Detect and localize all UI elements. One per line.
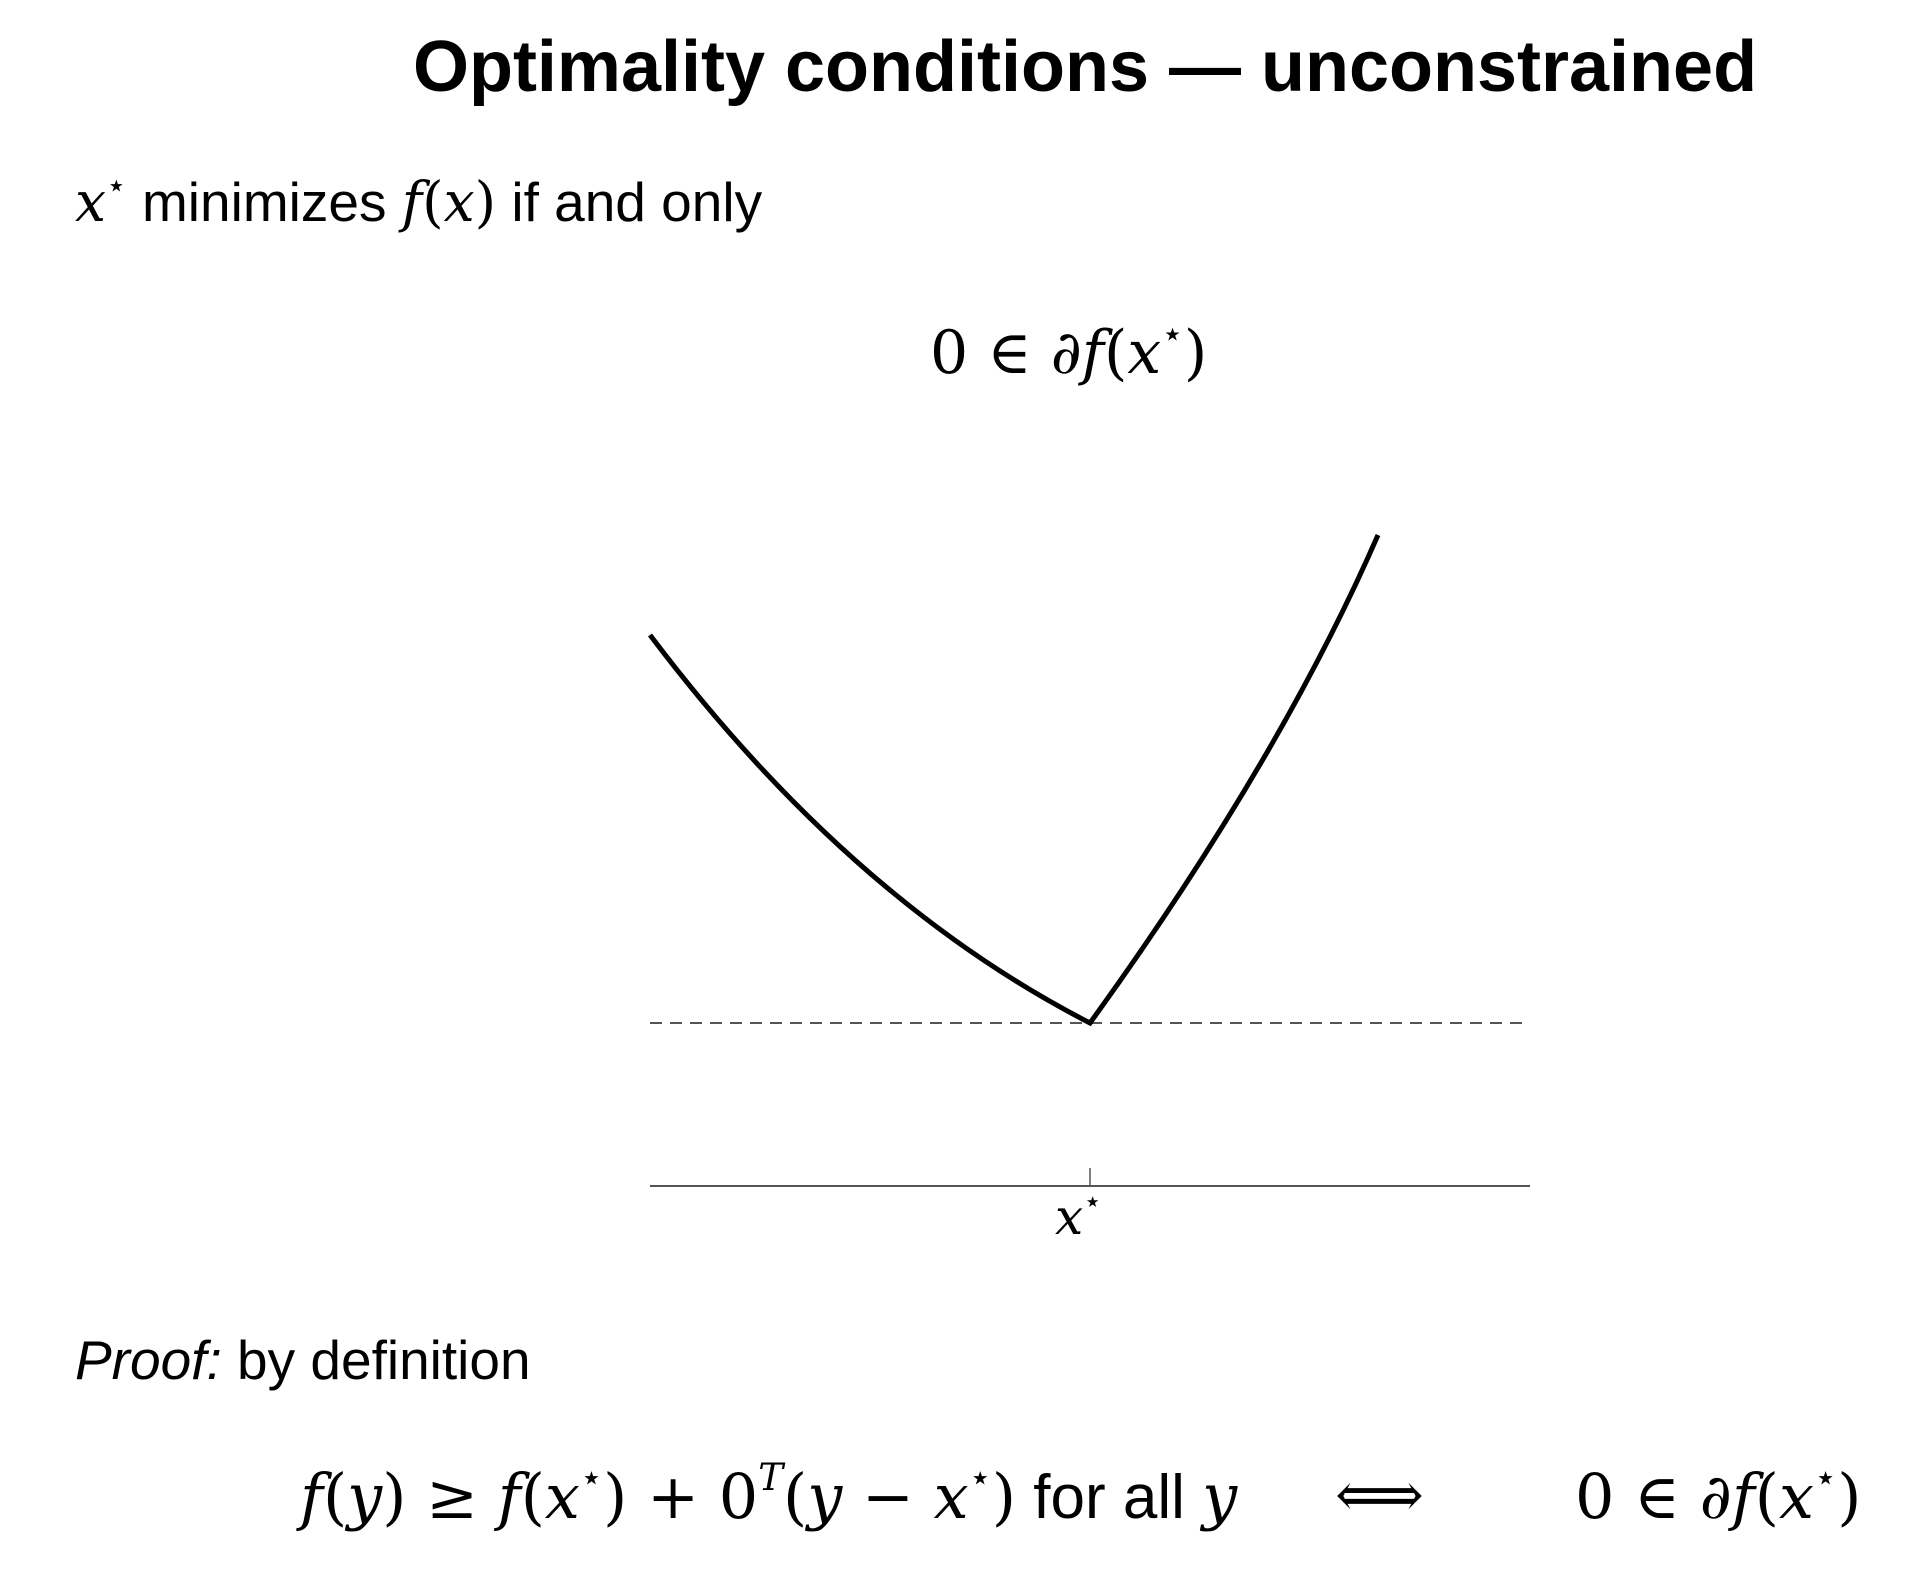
iff-arrow: ⟺	[1335, 1458, 1424, 1531]
eq-rhs-f: f	[497, 1460, 521, 1533]
x-label-var: x	[1055, 1188, 1084, 1246]
eq-close: )	[382, 1460, 407, 1533]
eq-transpose: T	[758, 1455, 784, 1500]
eq-y3: y	[1202, 1460, 1238, 1533]
eq-zero: 0	[718, 1460, 759, 1533]
eq-close2: )	[991, 1460, 1017, 1533]
eq-open2: (	[783, 1460, 808, 1533]
eq-rhs-open: (	[520, 1460, 545, 1533]
eq-f: f	[300, 1460, 323, 1533]
eq-minus: −	[842, 1460, 934, 1533]
cond-f: f	[1081, 318, 1104, 388]
rhs-close: )	[1837, 1460, 1862, 1533]
cond-x: x	[1127, 318, 1162, 388]
eq-star2: ⋆	[968, 1455, 992, 1500]
eq-for-all: for all	[1016, 1463, 1203, 1532]
rhs-in: ∈	[1614, 1460, 1700, 1533]
paren-open: (	[422, 170, 444, 234]
cond-open: (	[1104, 318, 1128, 388]
rhs-star: ⋆	[1813, 1455, 1838, 1500]
proof-text: by definition	[221, 1329, 531, 1391]
optimality-condition: 0 ∈ ∂f(x⋆)	[930, 317, 1208, 389]
cond-in: ∈	[968, 318, 1051, 388]
cond-zero: 0	[930, 318, 969, 388]
eq-rhs-star: ⋆	[579, 1455, 604, 1500]
x-label-star: ⋆	[1083, 1184, 1102, 1220]
rhs-partial: ∂	[1699, 1460, 1732, 1533]
func-arg: x	[443, 170, 475, 234]
text-if-and-only: if and only	[496, 171, 763, 233]
var-x: x	[75, 170, 107, 234]
text-minimizes: minimizes	[126, 171, 402, 233]
cond-star: ⋆	[1161, 314, 1184, 355]
x-star-axis-label: x⋆	[1055, 1184, 1102, 1246]
cond-partial: ∂	[1050, 318, 1082, 388]
proof-condition: 0 ∈ ∂f(x⋆)	[1575, 1459, 1862, 1533]
star-superscript: ⋆	[106, 165, 127, 205]
eq-rhs-x: x	[544, 1460, 580, 1533]
eq-rhs-close: )	[603, 1460, 628, 1533]
rhs-zero: 0	[1575, 1460, 1615, 1533]
optimality-statement: x⋆ minimizes f(x) if and only	[75, 168, 763, 234]
func-f: f	[401, 170, 423, 234]
slide-title: Optimality conditions — unconstrained	[412, 27, 1758, 107]
eq-geq: ≥	[406, 1460, 498, 1533]
eq-plus: +	[627, 1460, 719, 1533]
eq-y2: y	[807, 1460, 843, 1533]
eq-open: (	[322, 1460, 348, 1533]
proof-line: Proof: by definition	[75, 1328, 531, 1392]
rhs-open: (	[1754, 1460, 1779, 1533]
cond-close: )	[1183, 318, 1208, 388]
eq-x2: x	[933, 1460, 969, 1533]
paren-close: )	[474, 170, 497, 234]
proof-label: Proof:	[75, 1329, 222, 1391]
function-curve	[648, 534, 1381, 1027]
rhs-f: f	[1731, 1460, 1755, 1533]
eq-y: y	[347, 1460, 383, 1533]
subgradient-inequality: f(y) ≥ f(x⋆) + 0T(y − x⋆) for all y	[300, 1459, 1238, 1533]
rhs-x: x	[1778, 1460, 1814, 1533]
